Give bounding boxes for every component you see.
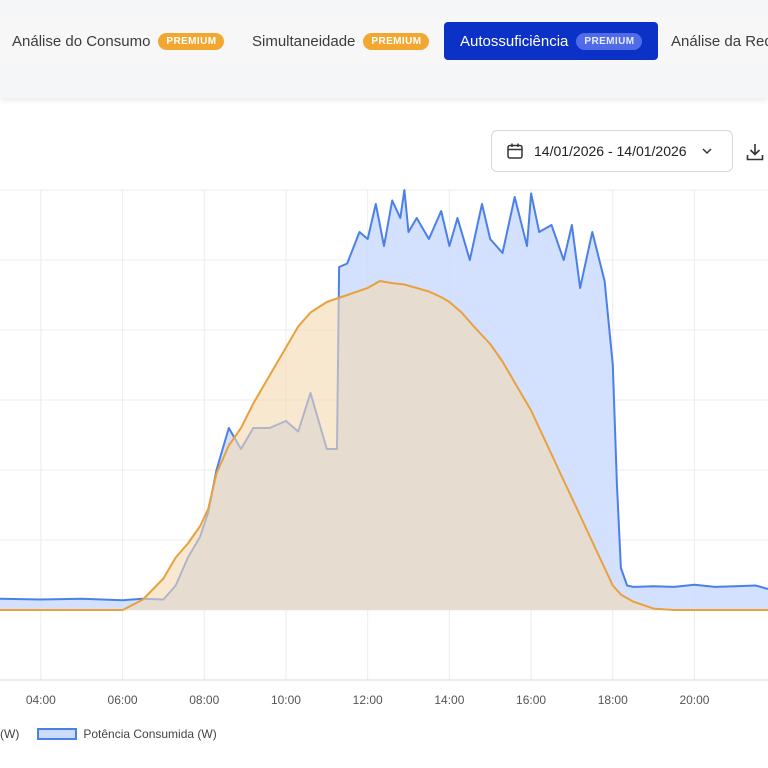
download-icon[interactable] [745,142,765,162]
premium-badge: PREMIUM [363,32,430,50]
tab-autossuficiencia[interactable]: Autossuficiência PREMIUM [444,22,659,60]
x-tick-label: 10:00 [271,693,301,707]
series-consumed-line [0,189,768,602]
calendar-icon [507,143,523,159]
chart-legend: (W) Potência Consumida (W) [0,724,217,744]
legend-item-produced[interactable]: (W) [0,727,20,741]
x-tick-label: 16:00 [516,693,546,707]
tab-label: Autossuficiência [460,32,569,50]
tab-analise-rede[interactable]: Análise da Rede [671,22,768,60]
tab-label: Simultaneidade [252,32,356,50]
x-tick-label: 06:00 [108,693,138,707]
x-tick-label: 14:00 [434,693,464,707]
energy-chart: 04:00 06:00 08:00 10:00 12:00 14:00 16:00 18:00… [0,189,768,707]
chevron-down-icon [702,148,712,155]
x-tick-label: 04:00 [26,693,56,707]
tab-label: Análise do Consumo [12,32,151,50]
tab-label: Análise da Rede [671,32,768,50]
legend-item-consumed[interactable]: Potência Consumida (W) [83,727,217,741]
legend-swatch-consumed[interactable] [37,728,78,740]
series-produced-line [0,280,768,611]
x-tick-label: 08:00 [189,693,219,707]
x-tick-label: 20:00 [679,693,709,707]
premium-badge: PREMIUM [576,32,643,50]
tab-bar: Análise do Consumo PREMIUM Simultaneidad… [0,0,768,98]
date-range-picker[interactable]: 14/01/2026 - 14/01/2026 [491,130,733,172]
x-tick-label: 12:00 [353,693,383,707]
tab-simultaneidade[interactable]: Simultaneidade PREMIUM [252,22,430,60]
series-produced-area [0,281,768,610]
premium-badge: PREMIUM [158,32,225,50]
tab-analise-consumo[interactable]: Análise do Consumo PREMIUM [12,22,225,60]
date-range-text: 14/01/2026 - 14/01/2026 [534,143,687,159]
x-tick-label: 18:00 [598,693,628,707]
